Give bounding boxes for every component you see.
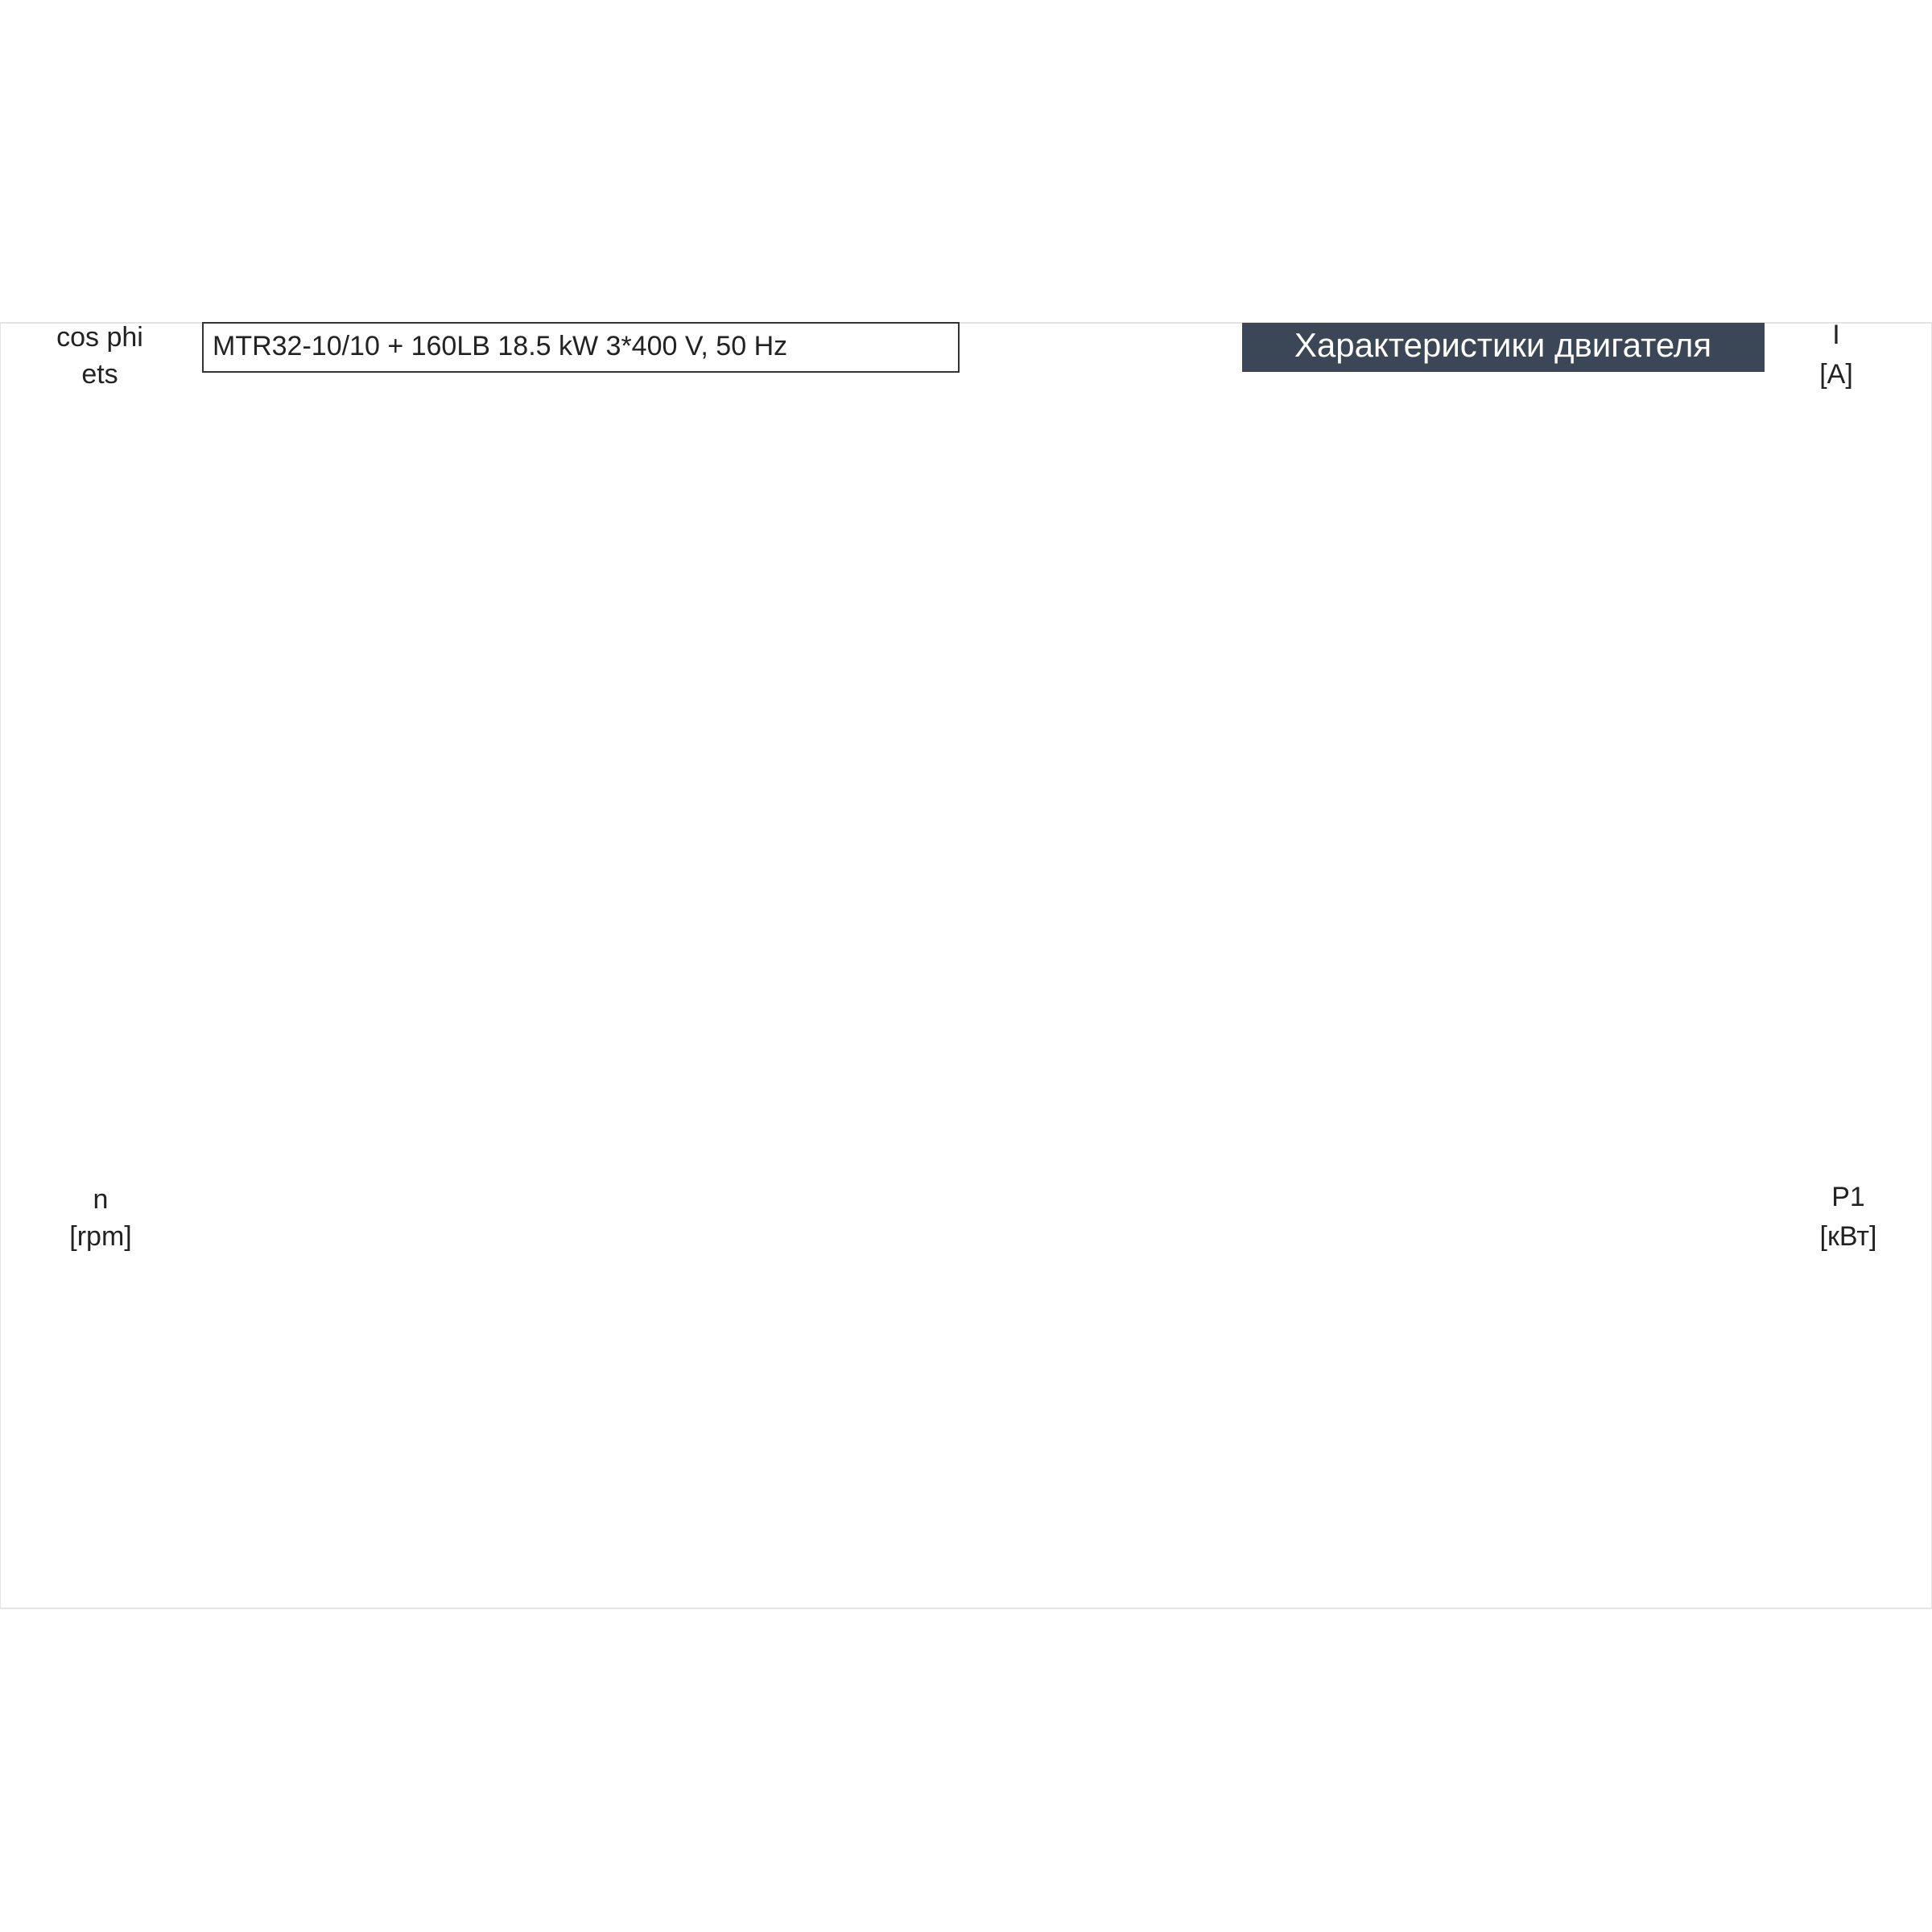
y2-axis-label: [A] xyxy=(1819,359,1853,390)
y-axis-label: ets xyxy=(81,359,118,390)
y2-axis-label: [кВт] xyxy=(1820,1221,1877,1252)
subtitle-box xyxy=(202,322,960,373)
title-box xyxy=(1242,323,1765,372)
text-layer: MTR32-10/10 + 160LB 18.5 kW 3*400 V, 50 … xyxy=(56,320,1876,1252)
y2-axis-label: I xyxy=(1832,320,1839,350)
chart-frame xyxy=(0,322,1932,1609)
y-axis-label: [rpm] xyxy=(69,1221,131,1252)
y-axis-label: n xyxy=(93,1184,109,1215)
y2-axis-label: P1 xyxy=(1831,1182,1865,1212)
chart-subtitle: MTR32-10/10 + 160LB 18.5 kW 3*400 V, 50 … xyxy=(213,331,787,361)
y-axis-label: cos phi xyxy=(56,322,143,353)
chart-title: Характеристики двигателя xyxy=(1294,326,1711,364)
